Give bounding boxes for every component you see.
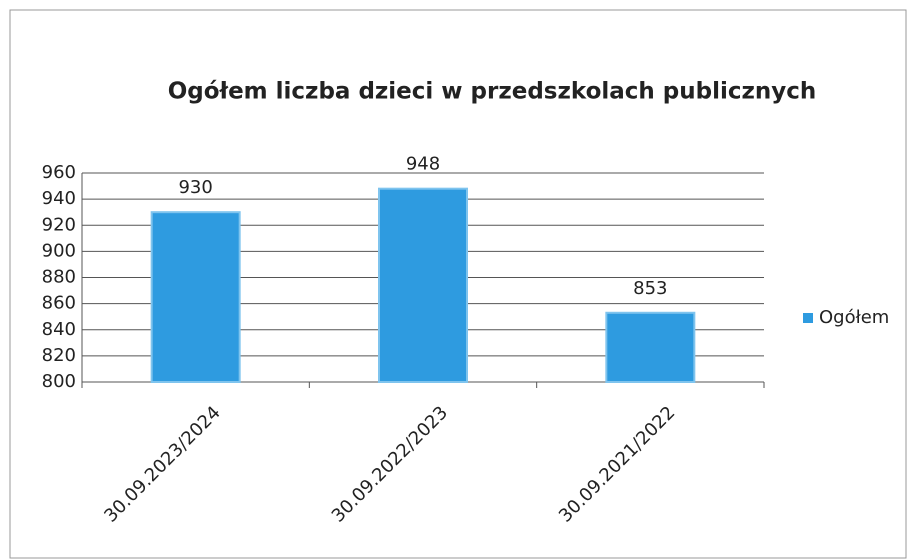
- legend-swatch: [803, 313, 813, 323]
- bar: [150, 211, 241, 383]
- bar: [378, 187, 468, 383]
- x-tick-label: 30.09.2023/2024: [100, 402, 224, 526]
- chart-title: Ogółem liczba dzieci w przedszkolach pub…: [168, 79, 817, 105]
- data-label: 853: [633, 278, 667, 299]
- y-tick-label: 860: [42, 293, 76, 314]
- chart-frame: [9, 9, 907, 559]
- y-tick-label: 820: [42, 345, 76, 366]
- data-label: 948: [406, 154, 440, 175]
- bar: [605, 311, 696, 383]
- y-tick-label: 800: [42, 371, 76, 392]
- x-tick-label: 30.09.2021/2022: [555, 402, 679, 526]
- y-tick-label: 840: [42, 319, 76, 340]
- y-tick-label: 880: [42, 267, 76, 288]
- data-label: 930: [178, 177, 212, 198]
- y-tick-label: 960: [42, 162, 76, 183]
- x-tick-label: 30.09.2022/2023: [328, 402, 452, 526]
- y-tick-label: 900: [42, 240, 76, 261]
- y-tick-label: 920: [42, 214, 76, 235]
- y-tick-label: 940: [42, 188, 76, 209]
- legend-label: Ogółem: [819, 307, 889, 328]
